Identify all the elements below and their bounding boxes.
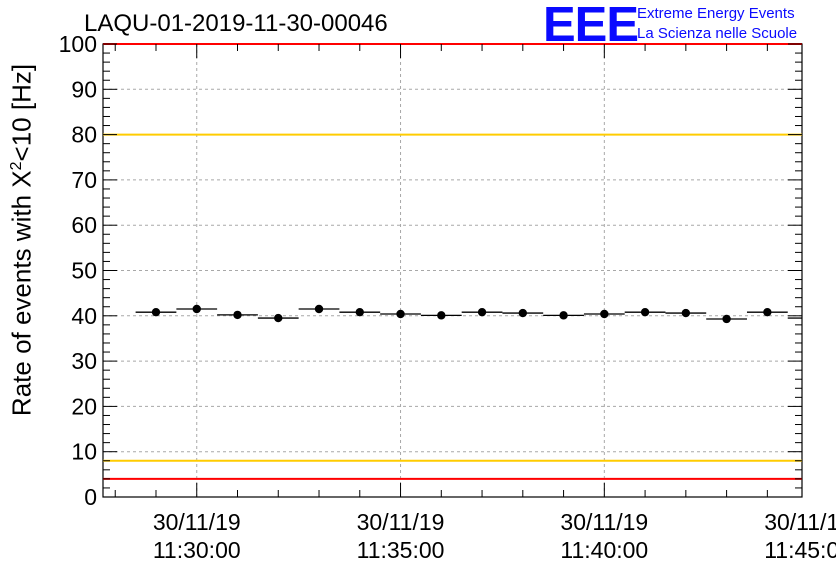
y-tick-label: 50: [71, 258, 97, 284]
data-point: [763, 307, 772, 317]
x-tick-label-time: 11:45:00: [764, 537, 836, 563]
y-tick-label: 0: [84, 484, 97, 510]
chart-title: LAQU-01-2019-11-30-00046: [84, 10, 388, 37]
data-point: [477, 307, 487, 317]
data-point: [518, 308, 528, 318]
y-tick-label: 40: [71, 303, 97, 329]
data-point: [151, 307, 161, 317]
data-point: [640, 307, 650, 317]
eee-logo: EEE: [543, 0, 639, 52]
data-point: [355, 307, 364, 317]
x-tick-label-time: 11:40:00: [560, 537, 648, 563]
logo-line-2: La Scienza nelle Scuole: [637, 25, 798, 42]
data-point: [600, 309, 609, 319]
y-tick-label: 20: [71, 393, 97, 419]
y-tick-label: 100: [59, 31, 97, 57]
data-point: [559, 311, 568, 320]
x-tick-label-date: 30/11/19: [153, 509, 241, 535]
y-tick-label: 10: [71, 439, 97, 465]
y-axis-label: Rate of events with X2<10 [Hz]: [7, 64, 38, 416]
data-point: [233, 310, 242, 320]
data-point: [314, 304, 324, 314]
y-tick-label: 70: [71, 167, 97, 193]
y-tick-label: 80: [71, 122, 97, 148]
eee-logo-text: Extreme Energy Events La Scienza nelle S…: [637, 4, 797, 44]
data-point: [681, 308, 691, 318]
data-point: [396, 309, 405, 319]
data-point: [274, 313, 283, 323]
x-tick-label-date: 30/11/19: [560, 509, 648, 535]
x-tick-label-time: 11:30:00: [153, 537, 241, 563]
y-tick-label: 60: [71, 212, 97, 238]
data-point: [722, 314, 731, 324]
y-tick-label: 30: [71, 348, 97, 374]
y-axis-label-pre: Rate of events with X: [6, 170, 37, 417]
logo-line-1: Extreme Energy Events: [637, 5, 795, 22]
data-point: [192, 304, 201, 314]
y-tick-label: 90: [71, 76, 97, 102]
data-point: [437, 311, 446, 320]
y-axis-label-post: <10 [Hz]: [6, 63, 37, 162]
x-tick-label-date: 30/11/19: [357, 509, 445, 535]
x-tick-label-date: 30/11/19: [764, 509, 836, 535]
y-axis-label-sup: 2: [7, 161, 25, 171]
x-tick-label-time: 11:35:00: [357, 537, 445, 563]
